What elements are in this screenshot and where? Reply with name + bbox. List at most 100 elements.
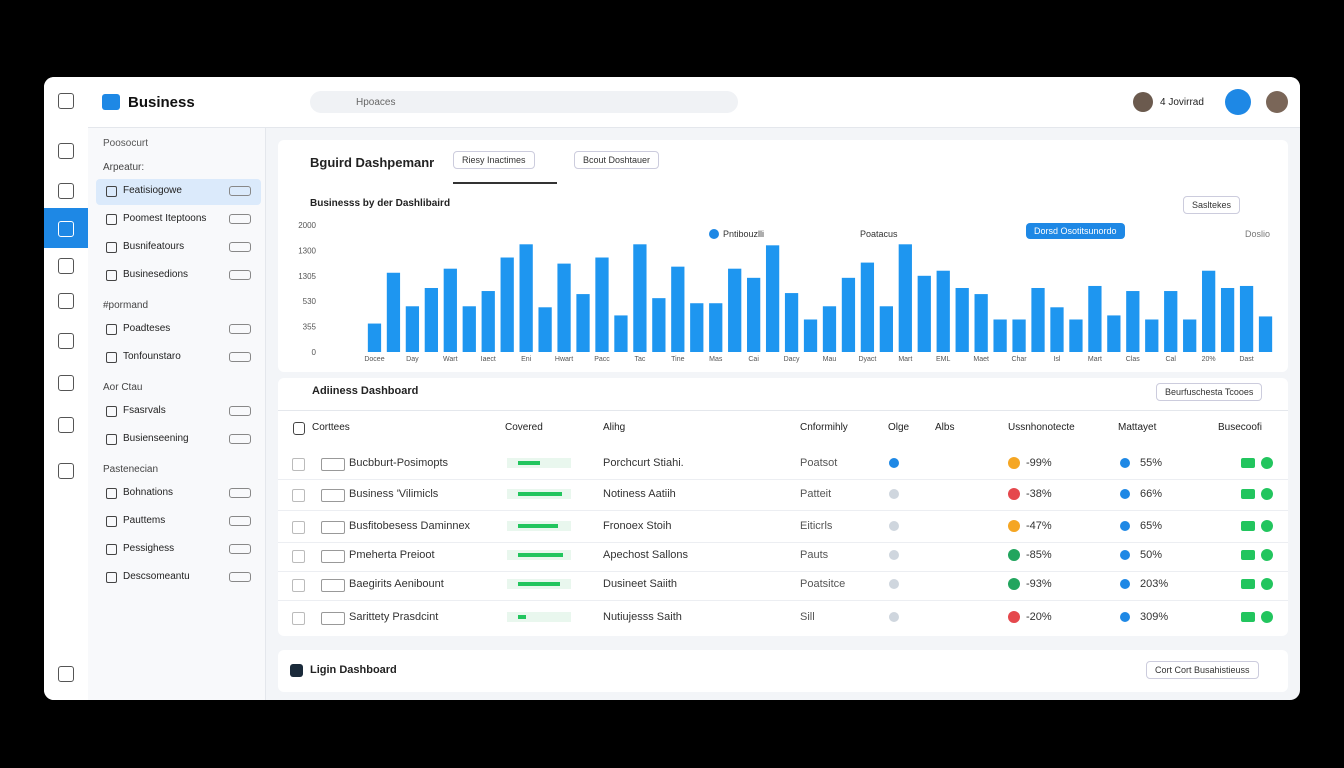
column-header[interactable]: Alihg (603, 422, 626, 433)
nav-item[interactable]: Tonfounstaro (123, 351, 181, 362)
nav-item[interactable]: Bohnations (123, 487, 174, 498)
bar (955, 287, 969, 352)
checkbox[interactable] (292, 550, 305, 563)
checkbox[interactable] (292, 489, 305, 502)
legend-entry: Poatacus (860, 229, 898, 239)
bar (1069, 319, 1083, 352)
x-tick-label: Pacc (594, 356, 610, 363)
column-header[interactable]: Cnformihly (800, 422, 848, 433)
checkbox[interactable] (292, 612, 305, 625)
row-name[interactable]: Busfitobesess Daminnex (349, 520, 471, 532)
column-header[interactable]: Busecoofi (1218, 422, 1262, 433)
nav-icon (106, 516, 117, 527)
action[interactable] (1261, 488, 1273, 500)
nav-item[interactable]: Featisiogowe (123, 185, 182, 196)
column-header[interactable]: Covered (505, 422, 543, 433)
row-name[interactable]: Sarittety Prasdcint (349, 611, 439, 623)
rail-icon[interactable] (58, 333, 74, 349)
action[interactable] (1241, 612, 1255, 622)
action[interactable] (1261, 457, 1273, 469)
row-name[interactable]: Bucbburt-Posimopts (349, 457, 449, 469)
legend-swatch (709, 229, 719, 239)
footer-button[interactable]: Cort Cort Busahistieuss (1146, 661, 1259, 679)
rail-icon[interactable] (58, 666, 74, 682)
column-header[interactable]: Corttees (312, 422, 350, 433)
checkbox[interactable] (292, 521, 305, 534)
avatar[interactable] (1266, 91, 1288, 113)
share-icon (1120, 489, 1130, 499)
chart-note: Doslio (1245, 229, 1271, 239)
nav-section: Aor Ctau (103, 382, 143, 393)
nav-badge (229, 434, 251, 444)
action[interactable] (1261, 611, 1273, 623)
table-button[interactable]: Beurfuschesta Tcooes (1156, 383, 1263, 401)
progress-fill (518, 492, 562, 496)
action[interactable] (1241, 458, 1255, 468)
column-header[interactable]: Olge (888, 422, 910, 433)
change-icon (1008, 520, 1020, 532)
action[interactable] (1241, 579, 1255, 589)
x-tick-label: Mas (709, 356, 723, 363)
nav-badge (229, 406, 251, 416)
y-tick-label: 530 (303, 297, 317, 306)
nav-active[interactable] (96, 179, 261, 205)
page-title: Bguird Dashpemanr (310, 155, 435, 170)
nav-icon (106, 214, 117, 225)
nav-item[interactable]: Poomest Iteptoons (123, 213, 207, 224)
avatar[interactable] (1133, 92, 1153, 112)
tab[interactable]: Riesy Inactimes (453, 151, 535, 169)
bar (443, 268, 457, 352)
action[interactable] (1241, 489, 1255, 499)
rail-icon[interactable] (58, 463, 74, 479)
column-header[interactable]: Albs (935, 422, 955, 433)
nav-item[interactable]: Businesedions (123, 269, 189, 280)
row-divider (278, 542, 1288, 543)
action[interactable] (1241, 550, 1255, 560)
column-header[interactable]: Ussnhonotecte (1008, 422, 1075, 433)
status: Sill (800, 611, 815, 623)
nav-item[interactable]: Descsomeantu (123, 571, 190, 582)
checkbox[interactable] (292, 458, 305, 471)
action[interactable] (1241, 521, 1255, 531)
rail-icon[interactable] (58, 183, 74, 199)
y-tick-label: 1305 (298, 272, 316, 281)
rail-icon[interactable] (58, 221, 74, 237)
nav-item[interactable]: Fsasrvals (123, 405, 166, 416)
rail-icon[interactable] (58, 375, 74, 391)
nav-section: Pastenecian (103, 464, 159, 475)
nav-item[interactable]: Pauttems (123, 515, 166, 526)
rail-icon[interactable] (58, 93, 74, 109)
action[interactable] (1261, 520, 1273, 532)
avatar[interactable] (1225, 89, 1251, 115)
assignee: Apechost Sallons (603, 549, 688, 561)
action[interactable] (1261, 549, 1273, 561)
nav-badge (229, 186, 251, 196)
tab[interactable]: Bcout Doshtauer (574, 151, 660, 169)
change: -99% (1026, 457, 1052, 469)
row-name[interactable]: Business 'Vilimicls (349, 488, 439, 500)
row-name[interactable]: Baegirits Aenibount (349, 578, 444, 590)
x-tick-label: Docee (364, 356, 384, 363)
x-tick-label: Tine (671, 356, 684, 363)
x-tick-label: Dast (1239, 356, 1253, 363)
rail-icon[interactable] (58, 143, 74, 159)
nav-badge (229, 270, 251, 280)
rail-active[interactable] (44, 208, 88, 248)
column-header[interactable]: Mattayet (1118, 422, 1157, 433)
bar (822, 306, 837, 352)
search-box[interactable] (310, 91, 738, 113)
action[interactable] (1261, 578, 1273, 590)
nav-item[interactable]: Busienseening (123, 433, 189, 444)
rail-icon[interactable] (58, 258, 74, 274)
nav-item[interactable]: Busnifeatours (123, 241, 185, 252)
nav-item[interactable]: Poadteses (123, 323, 171, 334)
checkbox[interactable] (292, 579, 305, 592)
nav-icon (106, 572, 117, 583)
rail-icon[interactable] (58, 293, 74, 309)
rail-icon[interactable] (58, 417, 74, 433)
nav-item[interactable]: Pessighess (123, 543, 175, 554)
x-tick-label: Hwart (555, 356, 573, 363)
row-name[interactable]: Pmeherta Preioot (349, 549, 435, 561)
legend-entry: Pntibouzlli (723, 229, 765, 239)
chart-button[interactable]: Sasltekes (1183, 196, 1241, 214)
